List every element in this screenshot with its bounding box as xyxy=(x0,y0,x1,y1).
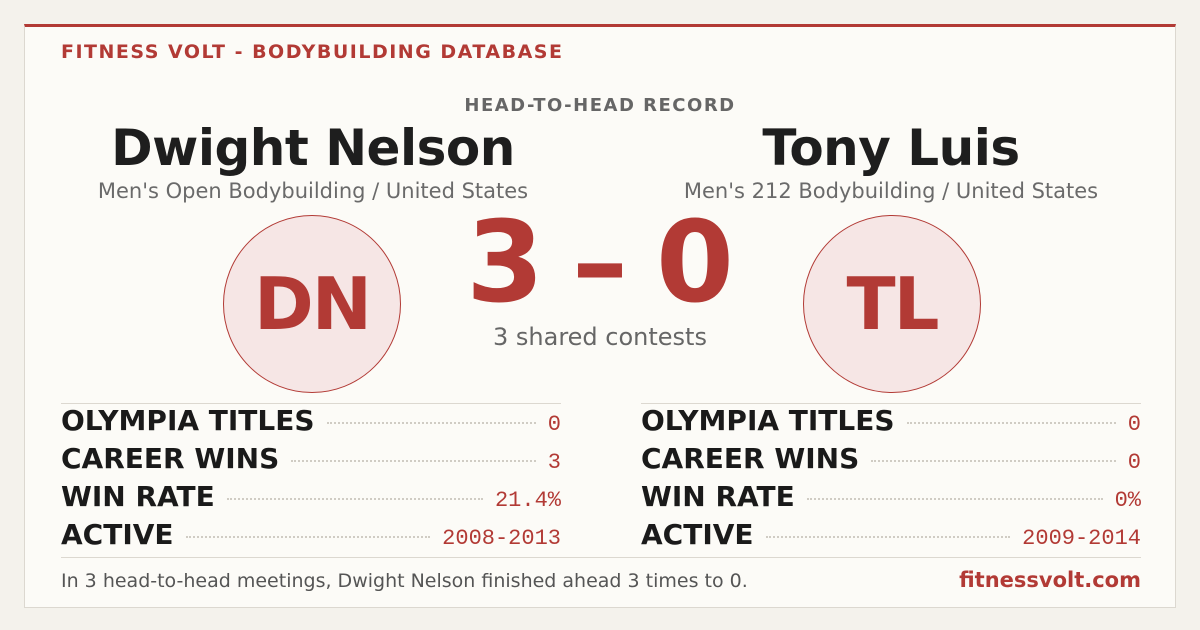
site-link[interactable]: fitnessvolt.com xyxy=(959,568,1141,592)
stat-label: WIN RATE xyxy=(641,480,795,513)
stat-row: WIN RATE 0% xyxy=(641,480,1141,518)
stat-row: CAREER WINS 0 xyxy=(641,442,1141,480)
stat-value: 3 xyxy=(547,450,561,475)
score-right: 0 xyxy=(656,198,734,328)
initials: DN xyxy=(253,262,372,346)
divider xyxy=(61,557,1141,558)
initials: TL xyxy=(846,262,940,346)
leader xyxy=(871,460,1116,462)
stat-value: 0 xyxy=(547,412,561,437)
score: 3–0 xyxy=(25,207,1175,319)
stat-label: CAREER WINS xyxy=(641,442,860,475)
summary: In 3 head-to-head meetings, Dwight Nelso… xyxy=(61,570,748,592)
stat-value: 0 xyxy=(1127,412,1141,437)
matchup-label: HEAD-TO-HEAD RECORD xyxy=(464,95,736,116)
score-caption: 3 shared contests xyxy=(493,323,707,351)
leader xyxy=(765,536,1011,538)
avatar: DN xyxy=(223,215,401,393)
stat-label: ACTIVE xyxy=(61,518,174,551)
avatar: TL xyxy=(803,215,981,393)
stat-row: OLYMPIA TITLES 0 xyxy=(641,404,1141,442)
stat-label: CAREER WINS xyxy=(61,442,280,475)
athlete-division: Men's 212 Bodybuilding / United States xyxy=(683,179,1099,203)
stat-label: ACTIVE xyxy=(641,518,754,551)
stat-value: 0 xyxy=(1127,450,1141,475)
stats: OLYMPIA TITLES 0 CAREER WINS 3 WIN RATE 21.4%… xyxy=(61,403,561,556)
stat-value: 2008-2013 xyxy=(442,526,561,551)
leader xyxy=(291,460,536,462)
stat-row: CAREER WINS 3 xyxy=(61,442,561,480)
card: FITNESS VOLT - BODYBUILDING DATABASE HEA… xyxy=(24,24,1176,608)
athlete-name: Dwight Nelson xyxy=(111,119,515,177)
brand: FITNESS VOLT - BODYBUILDING DATABASE xyxy=(61,41,564,63)
athlete-name: Tony Luis xyxy=(762,119,1020,177)
leader xyxy=(806,498,1103,500)
stat-row: ACTIVE 2009-2014 xyxy=(641,518,1141,556)
stat-row: OLYMPIA TITLES 0 xyxy=(61,404,561,442)
stat-row: ACTIVE 2008-2013 xyxy=(61,518,561,556)
stat-value: 2009-2014 xyxy=(1022,526,1141,551)
leader xyxy=(906,422,1116,424)
stats: OLYMPIA TITLES 0 CAREER WINS 0 WIN RATE 0% ACT… xyxy=(641,403,1141,556)
stat-value: 21.4% xyxy=(494,488,561,513)
score-left: 3 xyxy=(466,198,544,328)
stat-label: OLYMPIA TITLES xyxy=(641,404,895,437)
stat-row: WIN RATE 21.4% xyxy=(61,480,561,518)
stat-label: OLYMPIA TITLES xyxy=(61,404,315,437)
athlete-division: Men's Open Bodybuilding / United States xyxy=(97,179,529,203)
leader xyxy=(185,536,431,538)
score-separator: – xyxy=(572,198,628,328)
leader xyxy=(326,422,536,424)
stat-label: WIN RATE xyxy=(61,480,215,513)
leader xyxy=(226,498,483,500)
stat-value: 0% xyxy=(1114,488,1141,513)
